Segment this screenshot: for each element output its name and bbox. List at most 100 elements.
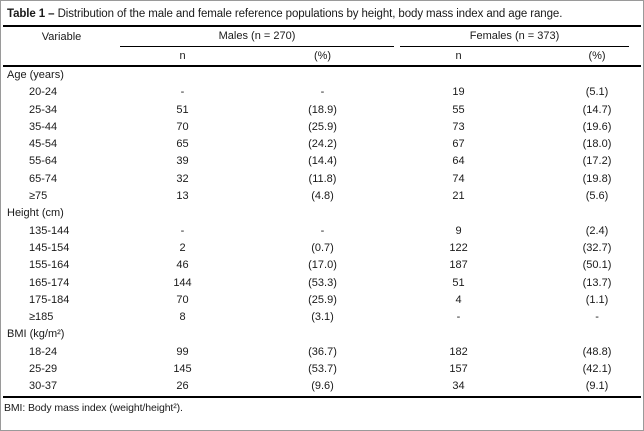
value-cell: 51 bbox=[452, 276, 465, 289]
value-cell: (50.1) bbox=[582, 259, 612, 272]
value-cell: 39 bbox=[176, 155, 189, 168]
value-cell: - bbox=[456, 311, 461, 324]
value-cell: (18.9) bbox=[308, 103, 337, 116]
group-header-females: Females (n = 373) bbox=[400, 27, 641, 47]
table-row: 35-44 70 (25.9) 73 (19.6) bbox=[3, 119, 641, 136]
value-cell: (13.7) bbox=[582, 276, 612, 289]
subheader-females-n: n bbox=[400, 47, 518, 67]
value-cell: 73 bbox=[452, 120, 465, 133]
value-cell: 187 bbox=[449, 259, 468, 272]
value-cell: 46 bbox=[176, 259, 189, 272]
value-cell: - bbox=[595, 311, 599, 324]
value-cell: (18.0) bbox=[582, 138, 612, 151]
value-cell: 74 bbox=[452, 172, 465, 185]
row-label-cell: 18-24 bbox=[29, 345, 58, 358]
table-row: 165-174 144 (53.3) 51 (13.7) bbox=[3, 275, 641, 292]
table-title-text: Distribution of the male and female refe… bbox=[54, 8, 563, 20]
value-cell: (32.7) bbox=[582, 241, 612, 254]
section-row: BMI (kg/m²) bbox=[3, 326, 641, 343]
value-cell: 145 bbox=[173, 363, 192, 376]
value-cell: (3.1) bbox=[311, 311, 334, 324]
row-label-cell: 25-34 bbox=[29, 103, 58, 116]
value-cell: (1.1) bbox=[585, 293, 609, 306]
subheader-row: n (%) n (%) bbox=[3, 47, 642, 67]
table-row: 155-164 46 (17.0) 187 (50.1) bbox=[3, 257, 641, 274]
value-cell: 70 bbox=[176, 293, 189, 306]
value-cell: 99 bbox=[176, 345, 189, 358]
value-cell: 64 bbox=[452, 155, 465, 168]
value-cell: (36.7) bbox=[308, 345, 337, 358]
value-cell: (53.3) bbox=[308, 276, 337, 289]
value-cell: 55 bbox=[452, 103, 465, 116]
value-cell: (17.0) bbox=[308, 259, 337, 272]
value-cell: (19.6) bbox=[582, 120, 612, 133]
table-title: Table 1 – Distribution of the male and f… bbox=[3, 1, 641, 27]
subheader-males-pct: (%) bbox=[245, 47, 401, 67]
value-cell: - bbox=[320, 86, 325, 99]
value-cell: 4 bbox=[455, 293, 462, 306]
column-header-variable: Variable bbox=[3, 27, 120, 67]
group-header-males: Males (n = 270) bbox=[120, 27, 400, 47]
table-row: 145-154 2 (0.7) 122 (32.7) bbox=[3, 240, 641, 257]
table-row: 175-184 70 (25.9) 4 (1.1) bbox=[3, 292, 641, 309]
section-row: Height (cm) bbox=[3, 205, 641, 222]
value-cell: (17.2) bbox=[582, 155, 612, 168]
subheader-males-n: n bbox=[120, 47, 245, 67]
value-cell: 122 bbox=[449, 241, 468, 254]
value-cell: 9 bbox=[455, 224, 462, 237]
value-cell: (53.7) bbox=[308, 363, 337, 376]
row-label-cell: ≥185 bbox=[29, 311, 54, 324]
value-cell: 65 bbox=[176, 138, 189, 151]
table-row: ≥75 13 (4.8) 21 (5.6) bbox=[3, 188, 641, 205]
value-cell: (9.1) bbox=[517, 378, 642, 398]
table-title-label: Table 1 – bbox=[7, 8, 55, 20]
group-header-males-label: Males (n = 270) bbox=[120, 28, 395, 47]
row-label-cell: ≥75 bbox=[29, 190, 48, 203]
table-row: ≥185 8 (3.1) - - bbox=[3, 309, 641, 326]
table-row: 65-74 32 (11.8) 74 (19.8) bbox=[3, 171, 641, 188]
table-row: 20-24 - - 19 (5.1) bbox=[3, 84, 641, 101]
table-row: 135-144 - - 9 (2.4) bbox=[3, 223, 641, 240]
subheader-females-pct: (%) bbox=[517, 47, 642, 67]
row-label-cell: 30-37 bbox=[3, 378, 120, 398]
value-cell: (19.8) bbox=[582, 172, 612, 185]
value-cell: 19 bbox=[452, 86, 465, 99]
row-label-cell: 35-44 bbox=[29, 120, 58, 133]
row-label-cell: 65-74 bbox=[29, 172, 58, 185]
value-cell: 34 bbox=[400, 378, 518, 398]
reference-population-table: Variable Males (n = 270) Females (n = 37… bbox=[3, 27, 642, 398]
table-row: 55-64 39 (14.4) 64 (17.2) bbox=[3, 153, 641, 170]
group-header-females-label: Females (n = 373) bbox=[400, 28, 630, 47]
value-cell: (5.1) bbox=[585, 86, 609, 99]
value-cell: (14.4) bbox=[308, 155, 337, 168]
row-label-cell: 20-24 bbox=[29, 86, 58, 99]
row-label-cell: 165-174 bbox=[29, 276, 70, 289]
table-row: 25-29 145 (53.7) 157 (42.1) bbox=[3, 361, 641, 378]
row-label-cell: 45-54 bbox=[29, 138, 58, 151]
table-body: Age (years) 20-24 - - 19 (5.1) 25-34 51 (18.9) 55… bbox=[3, 66, 642, 398]
value-cell: - bbox=[180, 224, 185, 237]
table-footnote: BMI: Body mass index (weight/height²). bbox=[4, 401, 183, 414]
value-cell: - bbox=[180, 86, 185, 99]
table-row: 18-24 99 (36.7) 182 (48.8) bbox=[3, 344, 641, 361]
value-cell: 2 bbox=[179, 241, 186, 254]
section-row: Age (years) bbox=[3, 66, 641, 84]
row-label-cell: 55-64 bbox=[29, 155, 58, 168]
section-header-cell: Height (cm) bbox=[7, 207, 64, 220]
value-cell: (25.9) bbox=[308, 120, 337, 133]
value-cell: (2.4) bbox=[585, 224, 609, 237]
value-cell: 32 bbox=[176, 172, 189, 185]
value-cell: 21 bbox=[452, 190, 465, 203]
row-label-cell: 145-154 bbox=[29, 241, 70, 254]
value-cell: (24.2) bbox=[308, 138, 337, 151]
value-cell: 26 bbox=[120, 378, 245, 398]
value-cell: 13 bbox=[176, 190, 189, 203]
value-cell: (25.9) bbox=[308, 293, 337, 306]
value-cell: (4.8) bbox=[311, 190, 334, 203]
value-cell: - bbox=[320, 224, 325, 237]
value-cell: (0.7) bbox=[311, 241, 334, 254]
value-cell: 157 bbox=[449, 363, 468, 376]
value-cell: (9.6) bbox=[245, 378, 401, 398]
table-row: 30-37 26 (9.6) 34 (9.1) bbox=[3, 378, 642, 398]
